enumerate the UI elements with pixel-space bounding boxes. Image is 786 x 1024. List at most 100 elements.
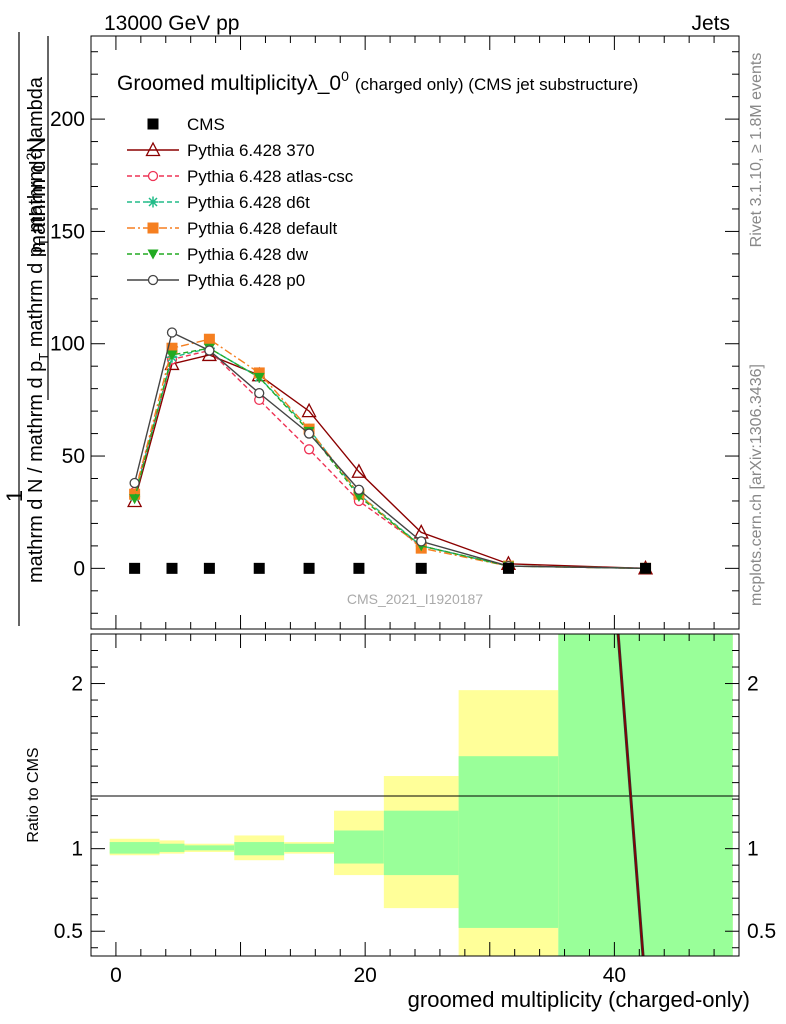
ratio-y-axis: 0.5 0.5 1 1 2 2 — [54, 650, 776, 949]
series-pythia-6-428-p0 — [129, 327, 651, 574]
ratio-y-label: Ratio to CMS — [25, 747, 42, 842]
x-axis-label: groomed multiplicity (charged-only) — [408, 987, 750, 1012]
y-label-numerator: mathrm d2N — [23, 137, 50, 254]
ratio-line — [617, 633, 644, 957]
data-point — [166, 342, 178, 354]
legend-label: CMS — [187, 115, 225, 134]
series-pythia-6-428-default — [129, 333, 652, 574]
data-point — [415, 562, 427, 574]
uncertainty-band-green — [334, 830, 384, 864]
ratio-y-tick-label-right: 1 — [747, 838, 759, 861]
legend-label: Pythia 6.428 d6t — [187, 193, 310, 212]
uncertainty-band-green — [184, 845, 235, 851]
series-line — [133, 354, 646, 570]
legend-marker — [147, 118, 159, 130]
series-cms — [129, 562, 652, 574]
legend-item: CMS — [147, 115, 225, 134]
data-point — [166, 350, 178, 361]
x-tick-label: 20 — [353, 964, 376, 987]
legend-label: Pythia 6.428 p0 — [187, 271, 305, 290]
uncertainty-band-green — [458, 756, 559, 928]
legend: CMS Pythia 6.428 370 Pythia 6.428 atlas-cs… — [127, 115, 354, 290]
data-point — [353, 562, 365, 574]
y-tick-label: 200 — [50, 108, 85, 131]
data-point — [129, 562, 141, 574]
legend-item: Pythia 6.428 p0 — [127, 271, 305, 290]
series-line — [133, 349, 646, 570]
series-pythia-6-428-dw — [129, 343, 652, 574]
mcplots-label: mcplots.cern.ch [arXiv:1306.3436] — [748, 364, 765, 606]
y-tick-label: 100 — [50, 333, 85, 356]
ratio-y-tick-label-right: 2 — [747, 673, 759, 696]
uncertainty-band-green — [159, 843, 185, 852]
data-point — [353, 484, 365, 495]
legend-marker — [147, 196, 159, 208]
main-subtitle: (charged only) (CMS jet substructure) — [355, 75, 638, 94]
data-point — [351, 463, 367, 478]
data-point — [353, 491, 365, 502]
legend-marker — [147, 274, 159, 286]
legend-label: Pythia 6.428 dw — [187, 245, 309, 264]
ratio-x-axis: 0 20 40 — [110, 634, 740, 987]
legend-label: Pythia 6.428 default — [187, 219, 338, 238]
uncertainty-band-green — [109, 842, 160, 854]
collision-label: 13000 GeV pp — [104, 12, 239, 35]
data-point — [166, 562, 178, 574]
data-point — [416, 536, 427, 547]
data-point — [204, 345, 215, 356]
analysis-group-label: Jets — [691, 12, 730, 35]
ratio-y-tick-label-left: 1 — [71, 838, 83, 861]
ratio-line-layer — [616, 633, 645, 957]
uncertainty-band-green — [383, 810, 459, 876]
y-tick-label: 50 — [62, 445, 85, 468]
series-pythia-6-428-d6t — [129, 342, 652, 574]
data-point — [129, 494, 141, 505]
ratio-y-tick-label-right: 0.5 — [747, 920, 776, 943]
data-point — [303, 428, 315, 439]
y-tick-label: 0 — [73, 557, 85, 580]
legend-item: Pythia 6.428 atlas-csc — [127, 167, 354, 186]
uncertainty-band-green — [558, 634, 733, 956]
ratio-y-tick-label-left: 2 — [71, 673, 83, 696]
series-pythia-6-428-370 — [127, 346, 654, 575]
data-point — [203, 562, 215, 574]
y-tick-label: 150 — [50, 220, 85, 243]
analysis-watermark: CMS_2021_I1920187 — [347, 591, 483, 607]
y-label-fraction-one: 1 — [2, 490, 27, 502]
data-point — [502, 562, 514, 574]
series-line — [133, 347, 646, 570]
main-title-text: Groomed multiplicityλ_0 — [117, 72, 341, 95]
legend-marker — [147, 222, 159, 234]
main-x-axis — [115, 36, 740, 629]
legend-item: Pythia 6.428 d6t — [127, 193, 310, 212]
series-line — [133, 347, 646, 570]
series-pythia-6-428-atlas-csc — [129, 345, 651, 574]
legend-item: Pythia 6.428 default — [127, 219, 338, 238]
data-point — [166, 327, 178, 338]
series-line — [133, 338, 646, 570]
main-y-axis: 0 50 100 150 200 — [50, 51, 739, 614]
data-point — [303, 562, 315, 574]
legend-marker — [147, 170, 159, 182]
main-title: Groomed multiplicityλ_00 (charged only) (… — [117, 68, 638, 95]
uncertainty-band-green — [234, 842, 285, 856]
ratio-bands — [109, 634, 733, 956]
series-line — [133, 331, 646, 570]
rivet-version-label: Rivet 3.1.10, ≥ 1.8M events — [748, 53, 765, 248]
legend-label: Pythia 6.428 370 — [187, 141, 315, 160]
series-layer — [127, 327, 654, 575]
legend-label: Pythia 6.428 atlas-csc — [187, 167, 354, 186]
data-point — [254, 387, 265, 399]
data-point — [253, 562, 265, 574]
main-title-superscript: 0 — [341, 68, 349, 84]
legend-marker — [147, 249, 159, 260]
main-y-label: 1 mathrm d2N mathrm d N / mathrm d pT ma… — [2, 32, 51, 626]
data-point — [203, 333, 215, 345]
legend-marker — [145, 141, 161, 157]
legend-item: Pythia 6.428 dw — [127, 245, 309, 264]
uncertainty-band-green — [284, 843, 334, 852]
data-point — [303, 444, 315, 455]
x-tick-label: 40 — [603, 964, 626, 987]
legend-item: Pythia 6.428 370 — [127, 141, 315, 160]
